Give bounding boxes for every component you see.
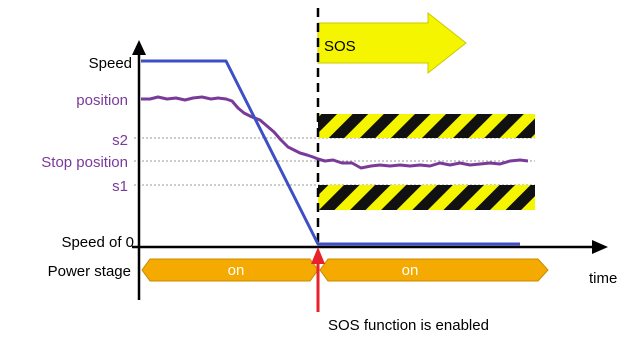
sos-label: SOS	[324, 38, 356, 55]
sos-arrow-icon	[317, 11, 467, 75]
sos-enabled-label: SOS function is enabled	[328, 317, 489, 334]
stop-position-label: Stop position	[41, 154, 128, 171]
position-label: position	[76, 92, 128, 109]
time-axis-label: time	[589, 270, 617, 287]
up-arrow-icon	[311, 247, 325, 264]
power-stage-label: Power stage	[48, 263, 131, 280]
upper-tolerance-band	[318, 114, 535, 138]
s1-label: s1	[112, 178, 128, 195]
y-axis-arrowhead	[132, 40, 146, 55]
power-stage-on-left-label: on	[228, 262, 245, 279]
position-curve	[141, 95, 529, 170]
speed-label: Speed	[89, 55, 132, 72]
power-stage-on-right-label: on	[402, 262, 419, 279]
lower-tolerance-band	[318, 185, 535, 210]
power-stage-bar-right	[319, 258, 549, 282]
x-axis-arrowhead	[592, 240, 608, 254]
speed-curve	[141, 59, 520, 246]
s2-label: s2	[112, 132, 128, 149]
speed-of-0-label: Speed of 0	[61, 234, 134, 251]
